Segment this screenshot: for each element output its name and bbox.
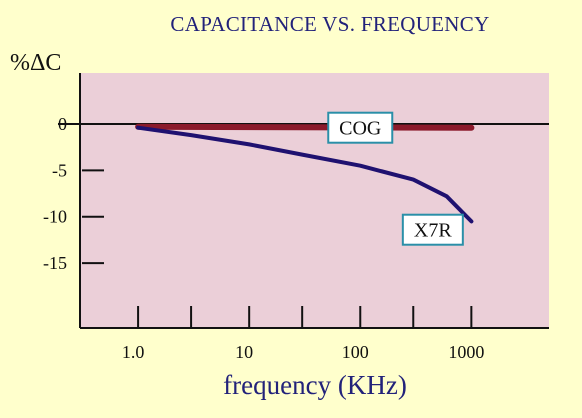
plot-area	[80, 73, 549, 328]
x-axis-label: frequency (KHz)	[223, 370, 407, 400]
series-label-cog: COG	[339, 118, 381, 140]
x-tick-label: 100	[342, 342, 369, 362]
y-axis-label: %ΔC	[10, 50, 61, 76]
y-tick-label: 0	[58, 114, 67, 134]
y-tick-label: -5	[52, 160, 67, 180]
series-layer	[135, 123, 475, 224]
chart-title: CAPACITANCE VS. FREQUENCY	[170, 12, 489, 36]
series-label-x7r: X7R	[414, 220, 452, 242]
series-label-box-cog	[327, 111, 394, 144]
y-ticks: 0 -5 -10 -15	[43, 114, 104, 273]
y-tick-label: -15	[43, 253, 67, 273]
x-tick-label: 10	[235, 342, 253, 362]
series-line-x7r	[136, 125, 474, 224]
series-labels: COG X7R	[327, 111, 464, 246]
x-tick-label: 1.0	[122, 342, 145, 362]
series-label-box-x7r	[401, 213, 464, 246]
x-tick-label: 1000	[448, 342, 484, 362]
y-tick-label: -10	[43, 207, 67, 227]
series-line-cog	[135, 123, 475, 131]
x-ticks: 1.0 10 100 1000	[122, 306, 484, 362]
